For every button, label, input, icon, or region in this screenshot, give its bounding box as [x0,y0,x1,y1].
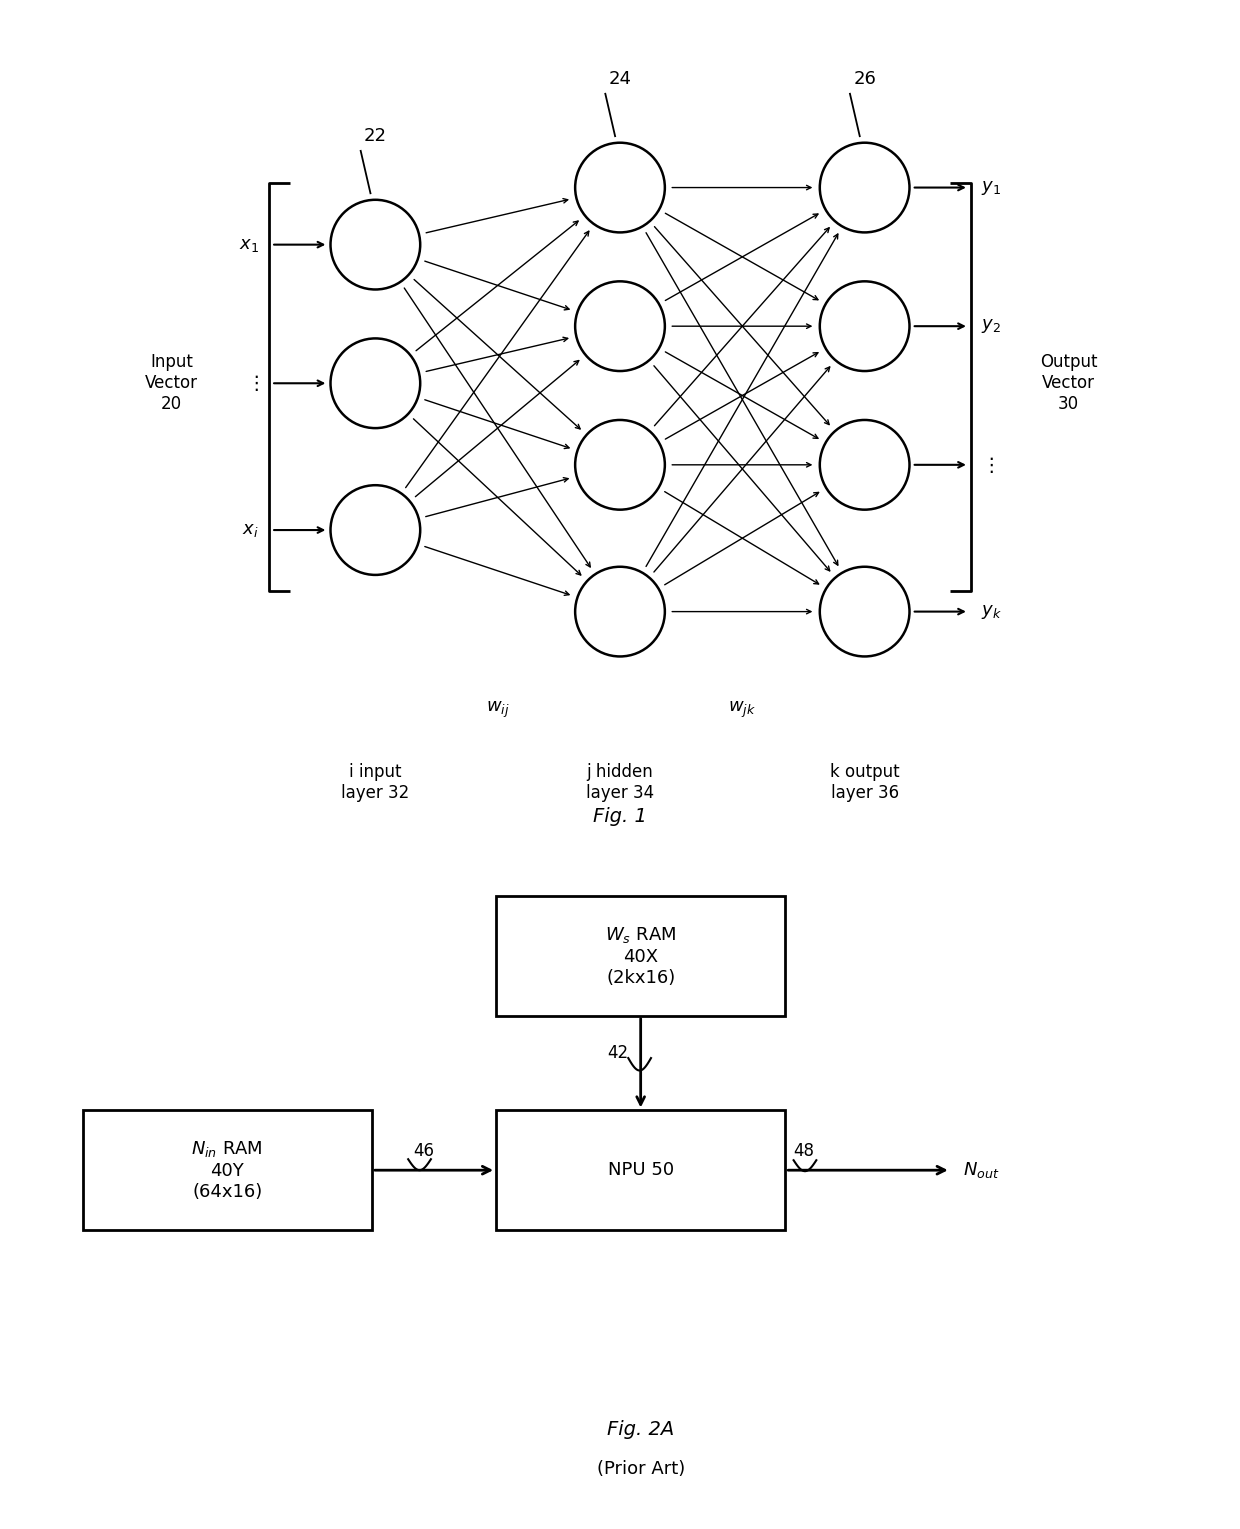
Text: 46: 46 [413,1142,434,1161]
Text: 24: 24 [609,70,631,89]
Text: $N_{in}$ RAM
40Y
(64x16): $N_{in}$ RAM 40Y (64x16) [191,1139,263,1200]
Text: Output
Vector
30: Output Vector 30 [1040,353,1097,413]
Text: 48: 48 [794,1142,815,1161]
Bar [496,1110,785,1229]
Circle shape [820,420,909,509]
Text: Input
Vector
20: Input Vector 20 [145,353,198,413]
Bar [496,896,785,1015]
Text: (Prior Art): (Prior Art) [596,1460,684,1479]
Bar [83,1110,372,1229]
Text: NPU 50: NPU 50 [608,1161,673,1179]
Circle shape [575,420,665,509]
Circle shape [820,142,909,232]
Text: $w_{jk}$: $w_{jk}$ [728,699,756,720]
Circle shape [575,281,665,372]
Text: $W_s$ RAM
40X
(2kx16): $W_s$ RAM 40X (2kx16) [605,925,676,986]
Circle shape [820,567,909,656]
Text: k output
layer 36: k output layer 36 [830,763,899,803]
Circle shape [575,567,665,656]
Text: $x_1$: $x_1$ [239,235,259,254]
Text: 26: 26 [853,70,877,89]
Text: $y_k$: $y_k$ [981,602,1002,621]
Text: 42: 42 [608,1044,629,1063]
Text: $y_2$: $y_2$ [981,317,1001,335]
Text: 22: 22 [363,127,387,145]
Text: $w_{ij}$: $w_{ij}$ [486,699,510,720]
Text: $\vdots$: $\vdots$ [247,373,259,393]
Text: Fig. 2A: Fig. 2A [608,1420,675,1439]
Circle shape [331,485,420,575]
Circle shape [331,338,420,428]
Text: $y_1$: $y_1$ [981,179,1001,197]
Text: i input
layer 32: i input layer 32 [341,763,409,803]
Circle shape [331,200,420,289]
Text: $N_{out}$: $N_{out}$ [963,1161,999,1180]
Text: j hidden
layer 34: j hidden layer 34 [587,763,653,803]
Circle shape [820,281,909,372]
Circle shape [575,142,665,232]
Text: Fig. 1: Fig. 1 [593,807,647,826]
Text: $x_i$: $x_i$ [242,521,259,540]
Text: $\vdots$: $\vdots$ [981,454,993,476]
